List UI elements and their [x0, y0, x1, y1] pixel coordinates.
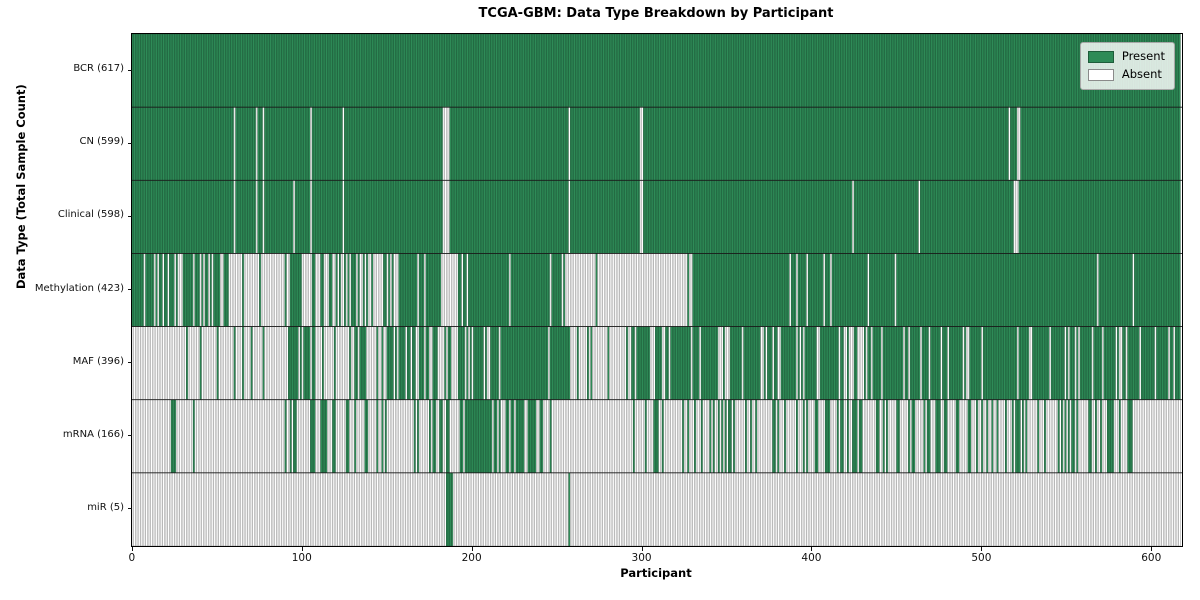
x-tick-mark [811, 547, 813, 551]
y-tick-mark [128, 508, 132, 510]
y-tick-mark [128, 69, 132, 71]
y-tick-label-CN: CN (599) [79, 136, 124, 148]
legend-entry-present: Present [1087, 48, 1165, 66]
heatmap-svg [132, 34, 1182, 546]
chart-title: TCGA-GBM: Data Type Breakdown by Partici… [478, 6, 834, 21]
plot-area: Present Absent [131, 33, 1183, 547]
y-tick-mark [128, 142, 132, 144]
y-tick-label-BCR: BCR (617) [73, 63, 124, 75]
x-tick-label: 300 [631, 552, 652, 564]
x-tick-mark [131, 547, 133, 551]
x-axis-label: Participant [620, 566, 692, 580]
y-tick-mark [128, 362, 132, 364]
x-tick-label: 600 [1141, 552, 1162, 564]
y-tick-label-MAF: MAF (396) [72, 355, 124, 367]
legend-label-present: Present [1121, 49, 1165, 63]
legend: Present Absent [1079, 42, 1175, 90]
legend-label-absent: Absent [1121, 66, 1162, 81]
y-tick-mark [128, 435, 132, 437]
x-tick-mark [981, 547, 983, 551]
y-tick-label-mRNA: mRNA (166) [62, 428, 124, 440]
y-tick-label-miR: miR (5) [87, 501, 124, 513]
x-tick-mark [1151, 547, 1153, 551]
legend-swatch-absent [1087, 68, 1114, 81]
x-tick-mark [301, 547, 303, 551]
x-tick-label: 0 [128, 552, 136, 564]
y-tick-label-Methylation: Methylation (423) [34, 282, 124, 294]
x-tick-label: 100 [291, 552, 312, 564]
y-tick-label-Clinical: Clinical (598) [57, 209, 124, 221]
y-tick-mark [128, 289, 132, 290]
x-tick-mark [641, 547, 643, 551]
y-tick-mark [128, 215, 132, 217]
legend-swatch-present [1087, 50, 1114, 63]
x-tick-label: 400 [801, 552, 822, 564]
legend-entry-absent: Absent [1087, 66, 1165, 84]
x-tick-label: 500 [971, 552, 992, 564]
x-tick-label: 200 [461, 552, 482, 564]
x-tick-mark [471, 547, 473, 551]
